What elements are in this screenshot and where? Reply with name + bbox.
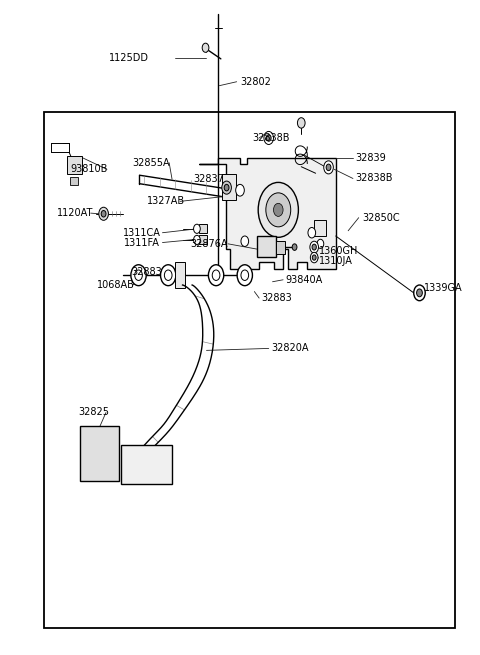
Text: 32850C: 32850C xyxy=(362,213,400,223)
Circle shape xyxy=(317,239,324,248)
Circle shape xyxy=(193,235,200,244)
Text: 32838B: 32838B xyxy=(252,133,290,143)
Circle shape xyxy=(99,207,108,220)
Circle shape xyxy=(308,227,316,238)
FancyBboxPatch shape xyxy=(199,224,207,233)
Text: 93840A: 93840A xyxy=(286,275,323,285)
Text: 1120AT: 1120AT xyxy=(57,208,93,218)
Polygon shape xyxy=(199,158,336,269)
Text: 32837: 32837 xyxy=(193,174,224,184)
Text: 32838B: 32838B xyxy=(355,174,392,183)
FancyBboxPatch shape xyxy=(121,445,171,484)
Text: 32839: 32839 xyxy=(355,153,385,162)
Text: 32825: 32825 xyxy=(79,407,109,417)
Circle shape xyxy=(312,244,316,250)
FancyBboxPatch shape xyxy=(314,219,326,236)
Circle shape xyxy=(236,184,244,196)
Circle shape xyxy=(417,289,422,297)
Text: 1311CA: 1311CA xyxy=(123,228,161,238)
Circle shape xyxy=(298,118,305,128)
Text: 1068AB: 1068AB xyxy=(96,280,134,290)
Circle shape xyxy=(324,161,333,174)
Circle shape xyxy=(266,135,271,141)
Text: 32820A: 32820A xyxy=(271,343,309,354)
Circle shape xyxy=(237,265,252,286)
Circle shape xyxy=(311,252,318,263)
Text: 1311FA: 1311FA xyxy=(124,238,160,248)
Circle shape xyxy=(414,285,425,301)
Circle shape xyxy=(258,182,299,237)
FancyBboxPatch shape xyxy=(222,174,236,200)
Text: 32855A: 32855A xyxy=(132,158,170,168)
Circle shape xyxy=(212,270,220,280)
FancyBboxPatch shape xyxy=(257,236,276,257)
Circle shape xyxy=(222,181,231,194)
Circle shape xyxy=(310,241,319,253)
Text: 1125DD: 1125DD xyxy=(109,53,149,64)
Circle shape xyxy=(241,236,249,246)
FancyBboxPatch shape xyxy=(70,177,78,185)
FancyBboxPatch shape xyxy=(199,235,207,244)
Circle shape xyxy=(274,203,283,216)
Text: 32802: 32802 xyxy=(240,77,271,86)
Text: 93810B: 93810B xyxy=(71,164,108,174)
Circle shape xyxy=(101,210,106,217)
FancyBboxPatch shape xyxy=(276,240,285,253)
Circle shape xyxy=(193,224,200,233)
Text: 1310JA: 1310JA xyxy=(319,257,353,267)
FancyBboxPatch shape xyxy=(175,262,185,288)
Text: 1339GA: 1339GA xyxy=(424,283,463,293)
Circle shape xyxy=(202,43,209,52)
Text: 32883: 32883 xyxy=(262,293,292,303)
Text: 32883: 32883 xyxy=(132,267,162,277)
Circle shape xyxy=(326,164,331,171)
Circle shape xyxy=(312,255,316,260)
Circle shape xyxy=(160,265,176,286)
Text: 32876A: 32876A xyxy=(190,239,228,249)
Circle shape xyxy=(208,265,224,286)
Circle shape xyxy=(131,265,146,286)
Circle shape xyxy=(264,132,274,145)
FancyBboxPatch shape xyxy=(80,426,119,481)
Circle shape xyxy=(135,270,143,280)
Circle shape xyxy=(266,193,291,227)
Circle shape xyxy=(292,244,297,250)
Text: 1360GH: 1360GH xyxy=(319,246,359,256)
Circle shape xyxy=(224,184,229,191)
Circle shape xyxy=(164,270,172,280)
Text: 1327AB: 1327AB xyxy=(147,196,185,206)
FancyBboxPatch shape xyxy=(67,156,82,174)
Circle shape xyxy=(241,270,249,280)
